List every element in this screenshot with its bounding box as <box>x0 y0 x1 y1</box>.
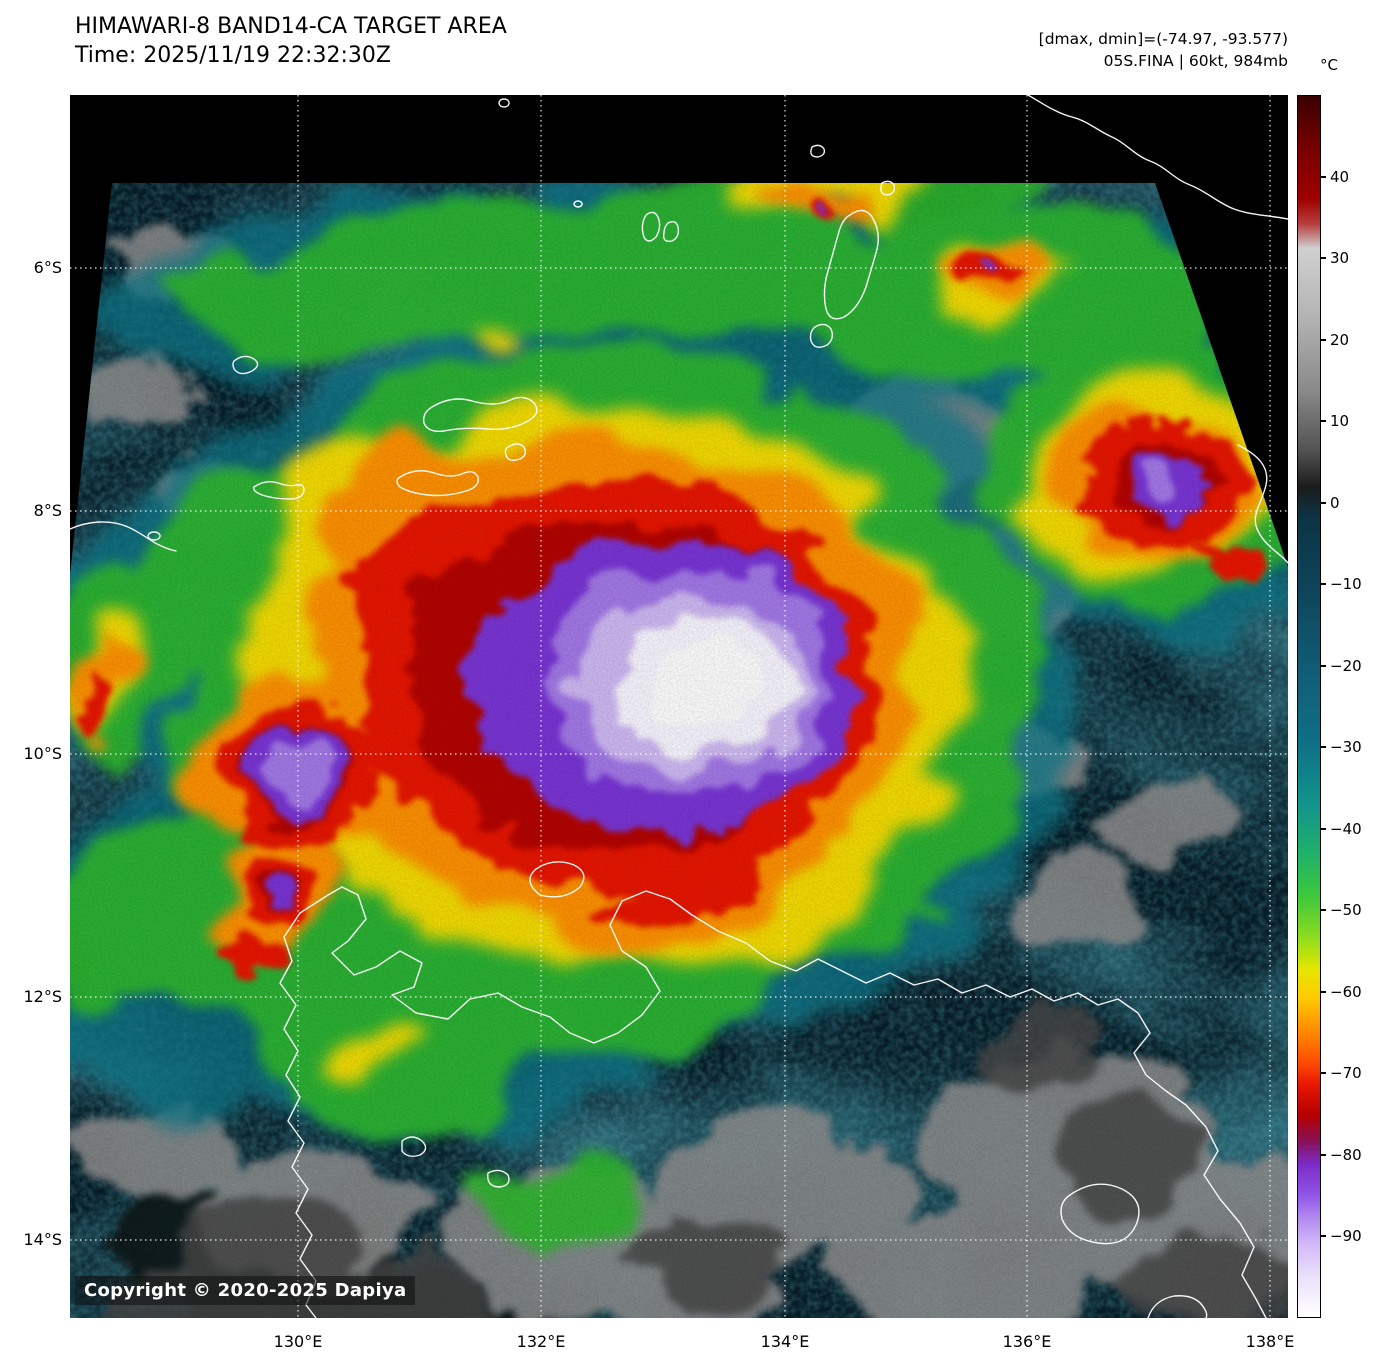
lon-tick-label: 138°E <box>1245 1332 1295 1351</box>
colorbar-tick: −40 <box>1321 820 1362 838</box>
annotation-block: [dmax, dmin]=(-74.97, -93.577) 05S.FINA … <box>1039 28 1288 72</box>
colorbar-tick: −90 <box>1321 1227 1362 1245</box>
colorbar-tick-label: −10 <box>1330 575 1362 594</box>
colorbar-tick: 20 <box>1321 331 1349 349</box>
colorbar-tick: −20 <box>1321 657 1362 675</box>
satellite-map: Copyright © 2020-2025 Dapiya <box>70 95 1288 1318</box>
colorbar-gradient <box>1297 95 1321 1318</box>
colorbar-tick: −70 <box>1321 1064 1362 1082</box>
copyright-watermark: Copyright © 2020-2025 Dapiya <box>75 1276 416 1305</box>
colorbar-tick: −30 <box>1321 738 1362 756</box>
colorbar-tickmark <box>1321 175 1326 178</box>
title-block: HIMAWARI-8 BAND14-CA TARGET AREA Time: 2… <box>75 12 507 70</box>
colorbar-tick: −10 <box>1321 575 1362 593</box>
colorbar-tick-label: −90 <box>1330 1227 1362 1246</box>
lon-tick-label: 130°E <box>273 1332 323 1351</box>
lat-tick-label: 6°S <box>33 258 62 277</box>
lat-tick-label: 12°S <box>23 987 62 1006</box>
gridlines <box>70 95 1288 1318</box>
colorbar-tick-label: 30 <box>1330 249 1350 268</box>
colorbar-tickmark <box>1321 420 1326 423</box>
colorbar-tick-label: −50 <box>1330 901 1362 920</box>
colorbar-tickmark <box>1321 827 1326 830</box>
colorbar-unit-label: °C <box>1320 56 1338 74</box>
colorbar-tick-label: −30 <box>1330 738 1362 757</box>
colorbar-tickmark <box>1321 664 1326 667</box>
colorbar-tick-label: 20 <box>1330 330 1350 349</box>
colorbar-tick-label: −80 <box>1330 1145 1362 1164</box>
colorbar-tickmark <box>1321 909 1326 912</box>
colorbar-tickmark <box>1321 1153 1326 1156</box>
colorbar: 40 30 20 10 0 −10 −20 −30 −40 −50 −60 −7… <box>1297 95 1362 1318</box>
colorbar-tickmark <box>1321 1072 1326 1075</box>
colorbar-tickmark <box>1321 746 1326 749</box>
data-swath <box>70 183 1288 1318</box>
figure-time: Time: 2025/11/19 22:32:30Z <box>75 43 391 68</box>
colorbar-tickmark <box>1321 990 1326 993</box>
colorbar-tick-label: −60 <box>1330 982 1362 1001</box>
satellite-image <box>70 95 1288 1318</box>
lon-tick-label: 134°E <box>760 1332 810 1351</box>
colorbar-tick: 40 <box>1321 168 1349 186</box>
figure-title: HIMAWARI-8 BAND14-CA TARGET AREA <box>75 14 507 39</box>
dmax-dmin-annotation: [dmax, dmin]=(-74.97, -93.577) <box>1038 30 1288 48</box>
colorbar-tick-label: −70 <box>1330 1064 1362 1083</box>
colorbar-tick: −80 <box>1321 1146 1362 1164</box>
colorbar-tick-label: −40 <box>1330 819 1362 838</box>
colorbar-tick: −60 <box>1321 983 1362 1001</box>
colorbar-tick-label: 10 <box>1330 412 1350 431</box>
colorbar-tickmark <box>1321 257 1326 260</box>
storm-info-annotation: 05S.FINA | 60kt, 984mb <box>1103 52 1288 70</box>
colorbar-tick-label: −20 <box>1330 656 1362 675</box>
colorbar-tick-label: 0 <box>1330 493 1340 512</box>
colorbar-tick: 10 <box>1321 412 1349 430</box>
colorbar-tick-label: 40 <box>1330 167 1350 186</box>
colorbar-tickmark <box>1321 1235 1326 1238</box>
colorbar-tick: −50 <box>1321 901 1362 919</box>
coastlines <box>70 95 1288 1318</box>
colorbar-tick: 30 <box>1321 249 1349 267</box>
lon-tick-label: 132°E <box>516 1332 566 1351</box>
colorbar-tickmark <box>1321 338 1326 341</box>
colorbar-tickmark <box>1321 583 1326 586</box>
lat-tick-label: 8°S <box>33 501 62 520</box>
lat-tick-label: 14°S <box>23 1230 62 1249</box>
lon-tick-label: 136°E <box>1002 1332 1052 1351</box>
colorbar-tick: 0 <box>1321 494 1340 512</box>
lat-tick-label: 10°S <box>23 744 62 763</box>
colorbar-tickmark <box>1321 501 1326 504</box>
